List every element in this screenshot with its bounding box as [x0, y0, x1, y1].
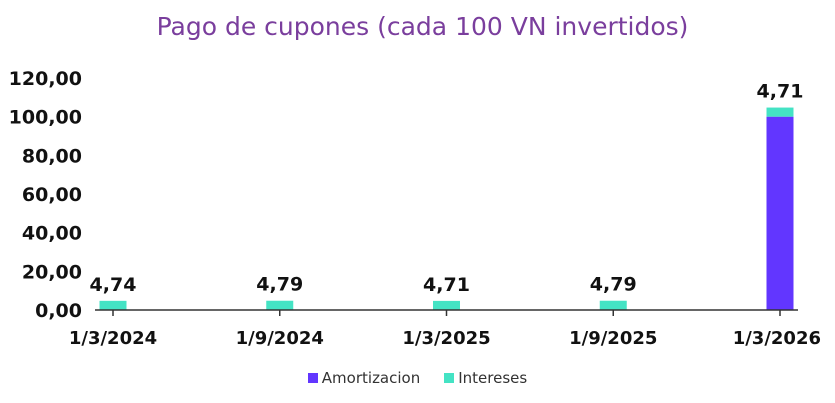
data-label: 4,74 [90, 274, 137, 296]
legend-label-amortizacion: Amortizacion [321, 369, 421, 387]
bar-intereses-0 [99, 300, 127, 310]
x-tick-label: 1/3/2024 [69, 328, 157, 349]
bar-amortizacion-4 [766, 116, 794, 311]
y-axis-ticks: 0,00 20,00 40,00 60,00 80,00 100,00 120,00 [9, 68, 82, 322]
legend-swatch-intereses [444, 373, 455, 383]
bar-intereses-4 [766, 107, 794, 117]
legend-swatch-amortizacion [307, 373, 318, 383]
chart-title: Pago de cupones (cada 100 VN invertidos) [156, 12, 689, 41]
x-tick-label: 1/9/2025 [569, 328, 657, 349]
data-label: 4,71 [757, 81, 804, 103]
legend-item-amortizacion: Amortizacion [307, 369, 421, 387]
x-tick-label: 1/3/2025 [402, 328, 490, 349]
legend: Amortizacion Intereses [0, 369, 835, 387]
legend-item-intereses: Intereses [444, 369, 527, 387]
legend-label-intereses: Intereses [458, 369, 528, 387]
x-tick-label: 1/9/2024 [236, 328, 324, 349]
bars-group [99, 107, 794, 311]
data-label: 4,79 [590, 274, 637, 296]
data-label: 4,79 [256, 274, 303, 296]
data-labels: 4,74 4,79 4,71 4,79 4,71 [90, 81, 804, 296]
data-label: 4,71 [423, 274, 470, 296]
y-tick-label: 20,00 [22, 261, 82, 283]
y-tick-label: 100,00 [9, 107, 82, 129]
bar-intereses-2 [433, 300, 460, 310]
bar-intereses-1 [266, 300, 294, 310]
x-axis [95, 309, 798, 316]
y-tick-label: 0,00 [35, 300, 82, 322]
bar-intereses-3 [599, 300, 627, 310]
y-tick-label: 40,00 [22, 223, 82, 245]
x-tick-label: 1/3/2026 [733, 328, 821, 349]
y-tick-label: 120,00 [9, 68, 82, 90]
x-axis-ticks: 1/3/2024 1/9/2024 1/3/2025 1/9/2025 1/3/2026 [69, 328, 821, 349]
y-tick-label: 60,00 [22, 184, 82, 206]
y-tick-label: 80,00 [22, 145, 82, 167]
